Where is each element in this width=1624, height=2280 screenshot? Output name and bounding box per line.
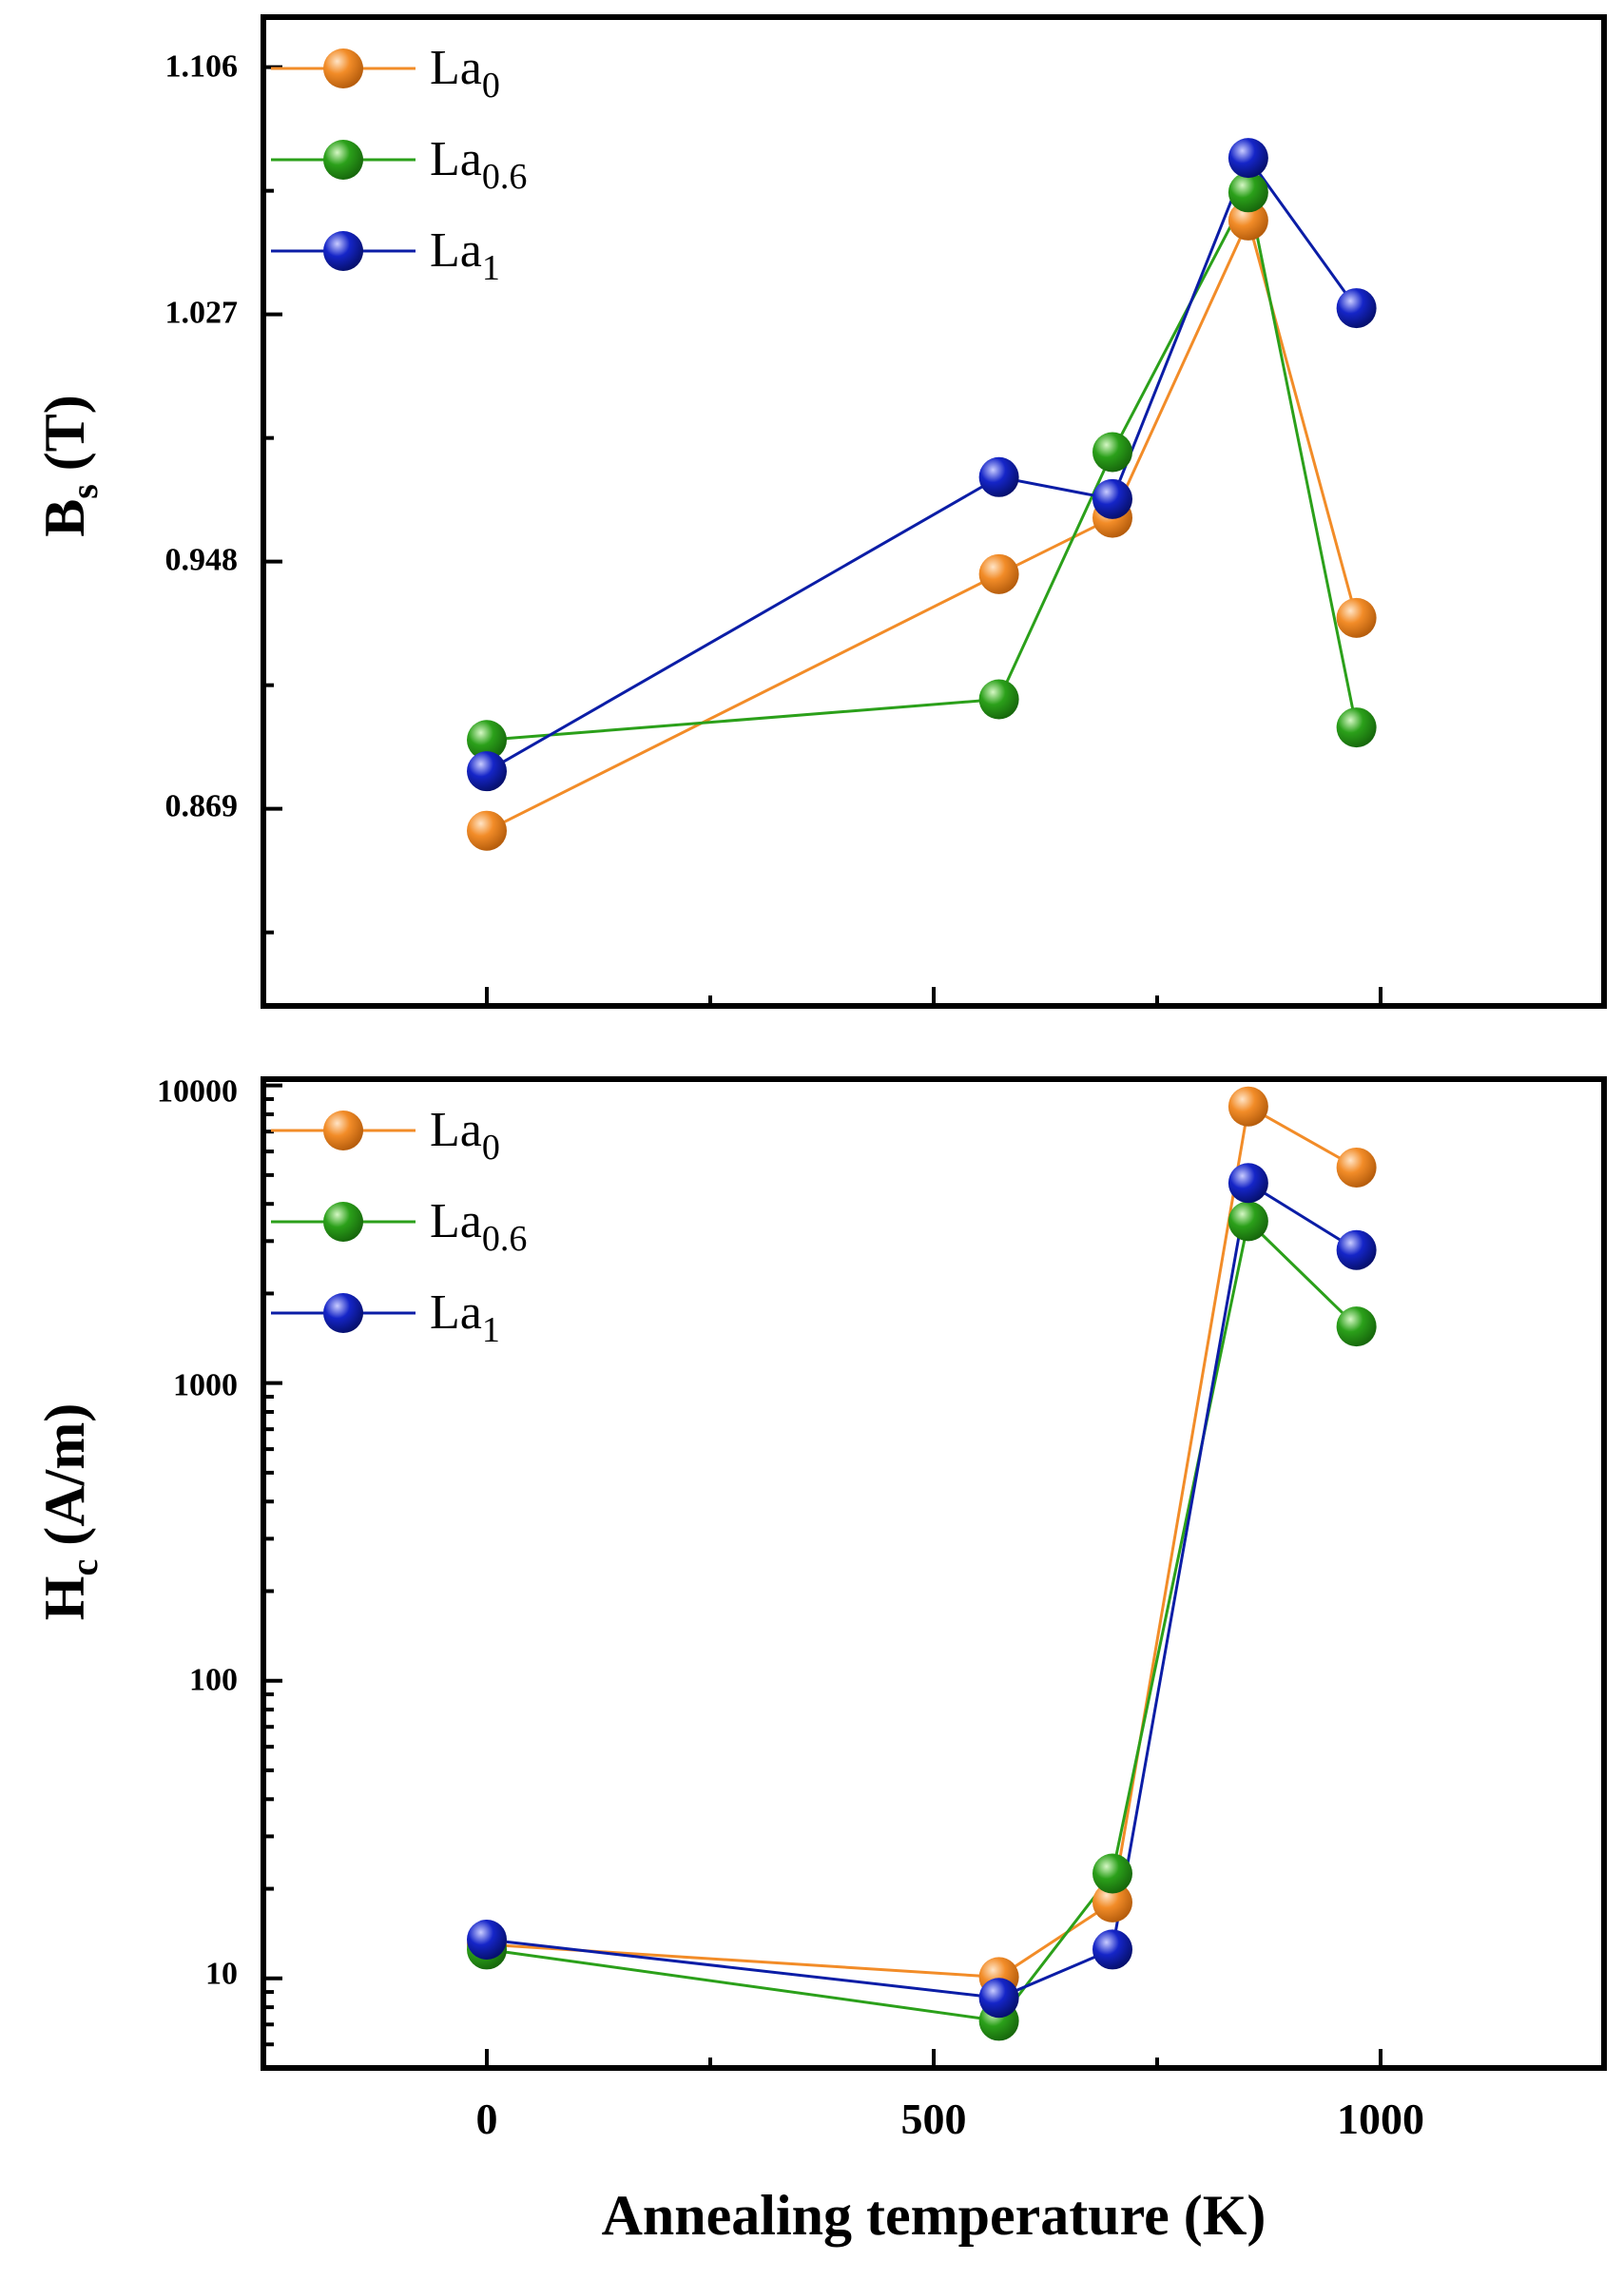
bs-y-tick-labels: 0.869 0.948 1.027 1.106 [165, 49, 239, 824]
bs-data-point [1228, 172, 1268, 213]
hc-legend-label: La1 [430, 1285, 500, 1350]
hc-data-point [1228, 1086, 1268, 1127]
x-tick-label: 500 [901, 2095, 967, 2143]
bs-y-tick-label: 0.948 [165, 543, 239, 578]
bs-legend-marker [323, 231, 363, 271]
bs-data-point [978, 679, 1019, 720]
bs-series-line-0-6 [486, 187, 1359, 742]
bs-data-point [467, 720, 507, 761]
hc-data-point [1228, 1201, 1268, 1242]
hc-data-point [978, 1978, 1019, 2019]
bs-legend-label: La0.6 [430, 132, 527, 197]
hc-y-tick-label: 100 [189, 1663, 238, 1698]
hc-series-layer [467, 1086, 1377, 2041]
hc-data-point [1336, 1229, 1377, 1270]
bs-legend: La0 La0.6 La1 [271, 41, 527, 288]
hc-y-axis-title: Hc(A/m) [33, 1403, 106, 1620]
bs-legend-label: La0 [430, 41, 500, 106]
bs-data-point [1336, 288, 1377, 329]
bs-y-axis-title: Bs(T) [33, 395, 106, 537]
bs-series-line-0 [486, 216, 1359, 833]
hc-y-tick-marks [263, 1083, 282, 2070]
hc-legend-label: La0.6 [430, 1194, 527, 1259]
bs-data-point [1092, 478, 1132, 519]
hc-y-tick-label: 10000 [157, 1074, 238, 1110]
bs-data-point [978, 553, 1019, 594]
bs-chart: 0.869 0.948 1.027 1.106 Bs(T) La0La0.6La… [33, 14, 1607, 1009]
bs-data-point [978, 456, 1019, 497]
bs-data-point [1336, 707, 1377, 748]
x-tick-label: 1000 [1337, 2095, 1424, 2143]
hc-legend-marker [323, 1202, 363, 1242]
bs-series-layer [467, 138, 1377, 851]
bs-series-line-1 [486, 155, 1358, 773]
bs-y-tick-label: 1.106 [165, 49, 239, 85]
bs-data-point [1336, 597, 1377, 638]
hc-data-point [1092, 1882, 1132, 1923]
x-tick-label: 0 [476, 2095, 498, 2143]
hc-x-tick-labels: 0 500 1000 [476, 2095, 1425, 2143]
hc-data-point [1336, 1147, 1377, 1188]
bs-legend-label: La1 [430, 223, 500, 288]
hc-legend-marker [323, 1111, 363, 1150]
bs-data-point [467, 751, 507, 792]
hc-data-point [1228, 1163, 1268, 1204]
hc-legend: La0 La0.6 La1 [271, 1103, 527, 1350]
hc-series-line-0-6 [486, 1218, 1358, 2023]
bs-legend-marker [323, 48, 363, 88]
hc-data-point [1092, 1929, 1132, 1970]
bs-data-point [467, 810, 507, 851]
hc-y-tick-label: 1000 [173, 1368, 238, 1403]
hc-data-point [1092, 1853, 1132, 1894]
hc-legend-label: La0 [430, 1103, 500, 1168]
bs-y-tick-label: 1.027 [165, 296, 239, 331]
bs-x-tick-marks [485, 987, 1382, 1006]
hc-legend-marker [323, 1293, 363, 1333]
hc-data-point [467, 1919, 507, 1960]
hc-y-tick-label: 10 [205, 1957, 238, 1992]
bs-data-point [1228, 200, 1268, 241]
bs-legend-marker [323, 140, 363, 180]
hc-data-point [1336, 1306, 1377, 1347]
hc-y-tick-labels: 10 100 1000 10000 [157, 1074, 238, 1992]
bs-data-point [1228, 138, 1268, 179]
hc-series-line-0 [486, 1104, 1358, 1979]
hc-x-tick-marks [485, 2049, 1382, 2068]
bs-data-point [1092, 432, 1132, 473]
hc-chart: 10 100 1000 10000 0 500 1000 Hc(A/m) La0… [33, 1074, 1607, 2143]
x-axis-title: Annealing temperature (K) [602, 2184, 1266, 2247]
bs-y-tick-label: 0.869 [165, 789, 239, 824]
hc-series-line-1 [486, 1180, 1358, 2000]
